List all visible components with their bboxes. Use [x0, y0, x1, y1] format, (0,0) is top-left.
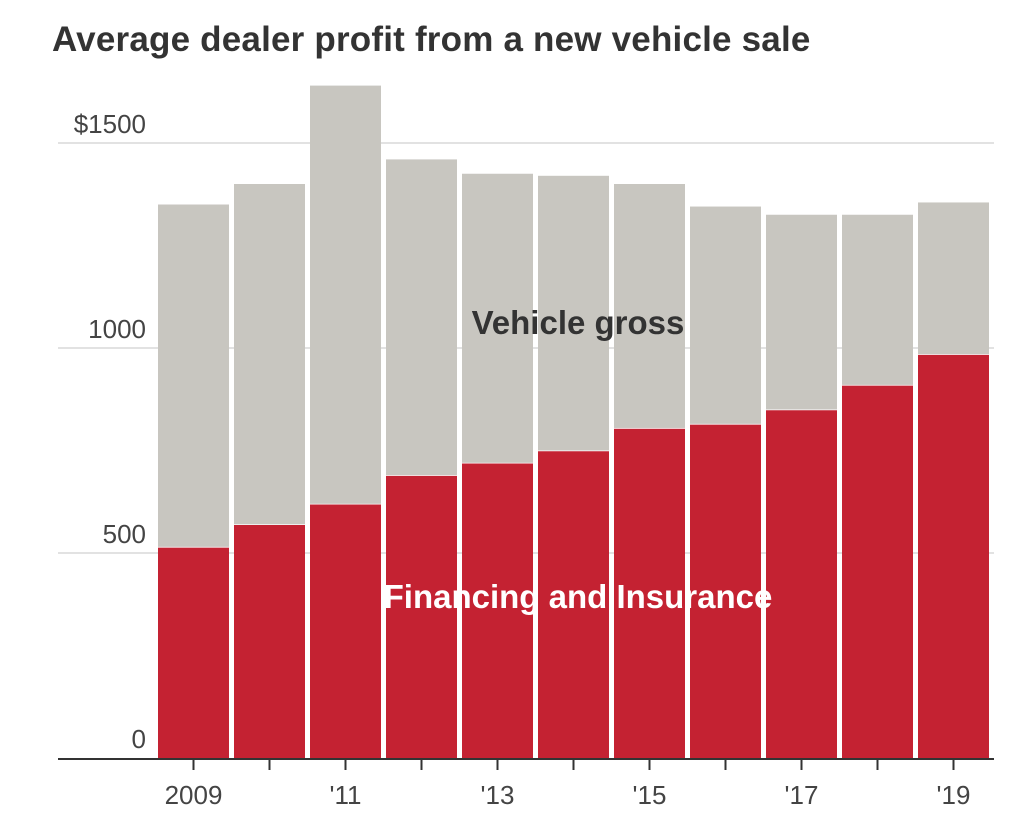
bar-vehicle-gross-2014	[538, 175, 609, 451]
series-label-financing-and-insurance: Financing and Insurance	[384, 578, 773, 615]
x-tick-label: '13	[481, 780, 515, 810]
y-tick-label: $1500	[74, 109, 146, 139]
bars	[158, 85, 989, 758]
x-tick-label: 2009	[165, 780, 223, 810]
series-label-vehicle-gross: Vehicle gross	[472, 304, 685, 341]
bar-vehicle-gross-2015	[614, 184, 685, 428]
bar-vehicle-gross-2011	[310, 85, 381, 504]
x-tick-label: '17	[785, 780, 819, 810]
y-axis-ticks: 0 500 1000 $1500	[74, 109, 146, 754]
x-tick-label: '11	[330, 780, 362, 810]
bar-financing-2009	[158, 546, 229, 758]
bar-financing-2016	[690, 423, 761, 758]
bar-financing-2011	[310, 503, 381, 758]
bar-financing-2010	[234, 524, 305, 758]
bar-vehicle-gross-2016	[690, 206, 761, 424]
bar-financing-2017	[766, 409, 837, 758]
y-tick-label: 500	[103, 519, 146, 549]
y-tick-label: 0	[132, 724, 146, 754]
bar-financing-2015	[614, 427, 685, 758]
bar-vehicle-gross-2018	[842, 214, 913, 385]
bar-financing-2014	[538, 450, 609, 758]
bar-vehicle-gross-2010	[234, 184, 305, 525]
bar-vehicle-gross-2012	[386, 159, 457, 476]
bar-financing-2019	[918, 354, 989, 758]
bar-vehicle-gross-2013	[462, 173, 533, 463]
x-tick-label: '15	[633, 780, 667, 810]
bar-financing-2018	[842, 384, 913, 758]
x-axis-ticks: 2009 '11 '13 '15 '17 '19	[165, 760, 971, 810]
bar-vehicle-gross-2009	[158, 204, 229, 547]
bar-financing-2013	[462, 462, 533, 758]
y-tick-label: 1000	[88, 314, 146, 344]
chart-title: Average dealer profit from a new vehicle…	[52, 20, 811, 59]
x-tick-label: '19	[937, 780, 971, 810]
bar-financing-2012	[386, 475, 457, 758]
bar-vehicle-gross-2017	[766, 214, 837, 410]
bar-vehicle-gross-2019	[918, 202, 989, 355]
